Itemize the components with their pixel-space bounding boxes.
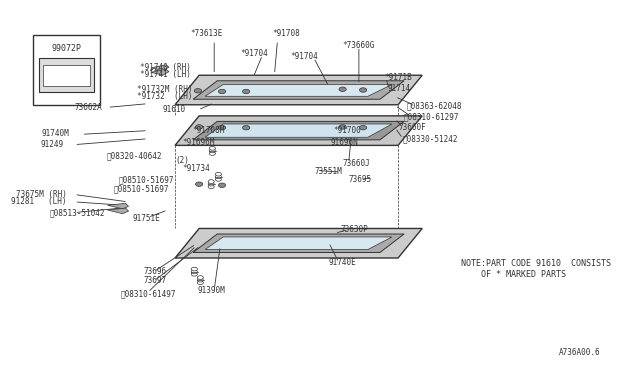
Circle shape <box>191 267 197 271</box>
Text: 91751E: 91751E <box>133 214 161 222</box>
Text: Ⓢ08320-40642: Ⓢ08320-40642 <box>106 151 162 160</box>
Circle shape <box>216 175 221 179</box>
Text: 73696: 73696 <box>143 267 167 276</box>
Text: A736A00.6: A736A00.6 <box>558 347 600 357</box>
Circle shape <box>218 125 226 130</box>
Circle shape <box>339 87 346 92</box>
Circle shape <box>218 183 226 187</box>
Polygon shape <box>205 237 392 250</box>
FancyBboxPatch shape <box>43 65 90 86</box>
Circle shape <box>197 281 204 285</box>
Circle shape <box>209 152 216 155</box>
Circle shape <box>197 278 204 282</box>
Circle shape <box>360 125 367 130</box>
Polygon shape <box>175 75 422 105</box>
Text: 91249: 91249 <box>40 140 63 149</box>
Circle shape <box>360 88 367 92</box>
Text: 73662A: 73662A <box>75 103 102 112</box>
Text: Ⓢ08330-51242: Ⓢ08330-51242 <box>403 134 458 143</box>
FancyBboxPatch shape <box>40 58 93 92</box>
Circle shape <box>243 89 250 94</box>
Polygon shape <box>193 234 404 253</box>
Circle shape <box>209 149 216 153</box>
Text: *91704: *91704 <box>240 49 268 58</box>
Circle shape <box>208 185 214 189</box>
Text: *91696M: *91696M <box>182 138 214 147</box>
Text: *9171B: *9171B <box>385 73 413 81</box>
Text: *91708M: *91708M <box>192 126 224 135</box>
Polygon shape <box>151 65 169 71</box>
Circle shape <box>195 125 203 129</box>
Polygon shape <box>175 116 422 145</box>
Text: 99072P: 99072P <box>51 44 81 53</box>
Text: NOTE:PART CODE 91610  CONSISTS
    OF * MARKED PARTS: NOTE:PART CODE 91610 CONSISTS OF * MARKE… <box>461 259 611 279</box>
Text: 91714: 91714 <box>387 84 410 93</box>
Text: 91696N: 91696N <box>330 138 358 147</box>
Text: 73675M (RH): 73675M (RH) <box>15 190 67 199</box>
Circle shape <box>191 272 197 276</box>
Circle shape <box>218 89 226 94</box>
Circle shape <box>197 276 204 279</box>
Text: Ⓢ08310-61497: Ⓢ08310-61497 <box>121 289 176 298</box>
Text: Ⓢ08513-51042: Ⓢ08513-51042 <box>50 208 105 217</box>
Text: Ⓢ08510-51697: Ⓢ08510-51697 <box>118 175 174 184</box>
Circle shape <box>195 182 203 186</box>
Text: Ⓢ08510-51697: Ⓢ08510-51697 <box>113 185 169 194</box>
Text: (2): (2) <box>175 156 189 166</box>
Polygon shape <box>205 124 392 137</box>
Circle shape <box>208 180 214 183</box>
Text: *91734: *91734 <box>182 164 210 173</box>
FancyBboxPatch shape <box>33 35 100 105</box>
Text: *91708: *91708 <box>273 29 300 38</box>
Text: *91741 (LH): *91741 (LH) <box>140 70 191 79</box>
Text: *91704: *91704 <box>291 52 319 61</box>
Text: 73660J: 73660J <box>342 158 371 168</box>
Text: 91281   (LH): 91281 (LH) <box>11 197 67 206</box>
Polygon shape <box>151 69 169 75</box>
Text: Ⓢ08310-61297: Ⓢ08310-61297 <box>404 112 460 121</box>
Circle shape <box>209 147 216 150</box>
Polygon shape <box>175 228 422 258</box>
Circle shape <box>195 89 202 93</box>
Text: *73613E: *73613E <box>190 29 223 38</box>
Text: 73630P: 73630P <box>340 225 369 234</box>
Polygon shape <box>108 208 129 214</box>
Text: *73660G: *73660G <box>342 41 375 50</box>
Polygon shape <box>108 203 129 209</box>
Text: *91740 (RH): *91740 (RH) <box>140 62 191 72</box>
Polygon shape <box>205 84 392 96</box>
Circle shape <box>191 270 197 273</box>
Text: 91740E: 91740E <box>329 258 356 267</box>
Polygon shape <box>193 81 404 99</box>
Text: *91732  (LH): *91732 (LH) <box>137 92 193 101</box>
Text: 91610: 91610 <box>163 105 186 114</box>
Text: 73660F: 73660F <box>398 123 426 132</box>
Text: 91390M: 91390M <box>198 286 226 295</box>
Text: 73695: 73695 <box>349 175 372 184</box>
Text: Ⓢ08363-62048: Ⓢ08363-62048 <box>407 101 463 110</box>
Text: 91740M: 91740M <box>42 129 70 138</box>
Text: *91732M (RH): *91732M (RH) <box>137 85 193 94</box>
Circle shape <box>216 172 221 176</box>
Text: 73697: 73697 <box>143 276 167 285</box>
Text: 73551M: 73551M <box>315 167 342 176</box>
Text: *91700: *91700 <box>333 126 361 135</box>
Polygon shape <box>193 121 404 140</box>
Circle shape <box>216 177 221 181</box>
Circle shape <box>339 125 346 129</box>
Circle shape <box>208 182 214 186</box>
Circle shape <box>243 125 250 130</box>
